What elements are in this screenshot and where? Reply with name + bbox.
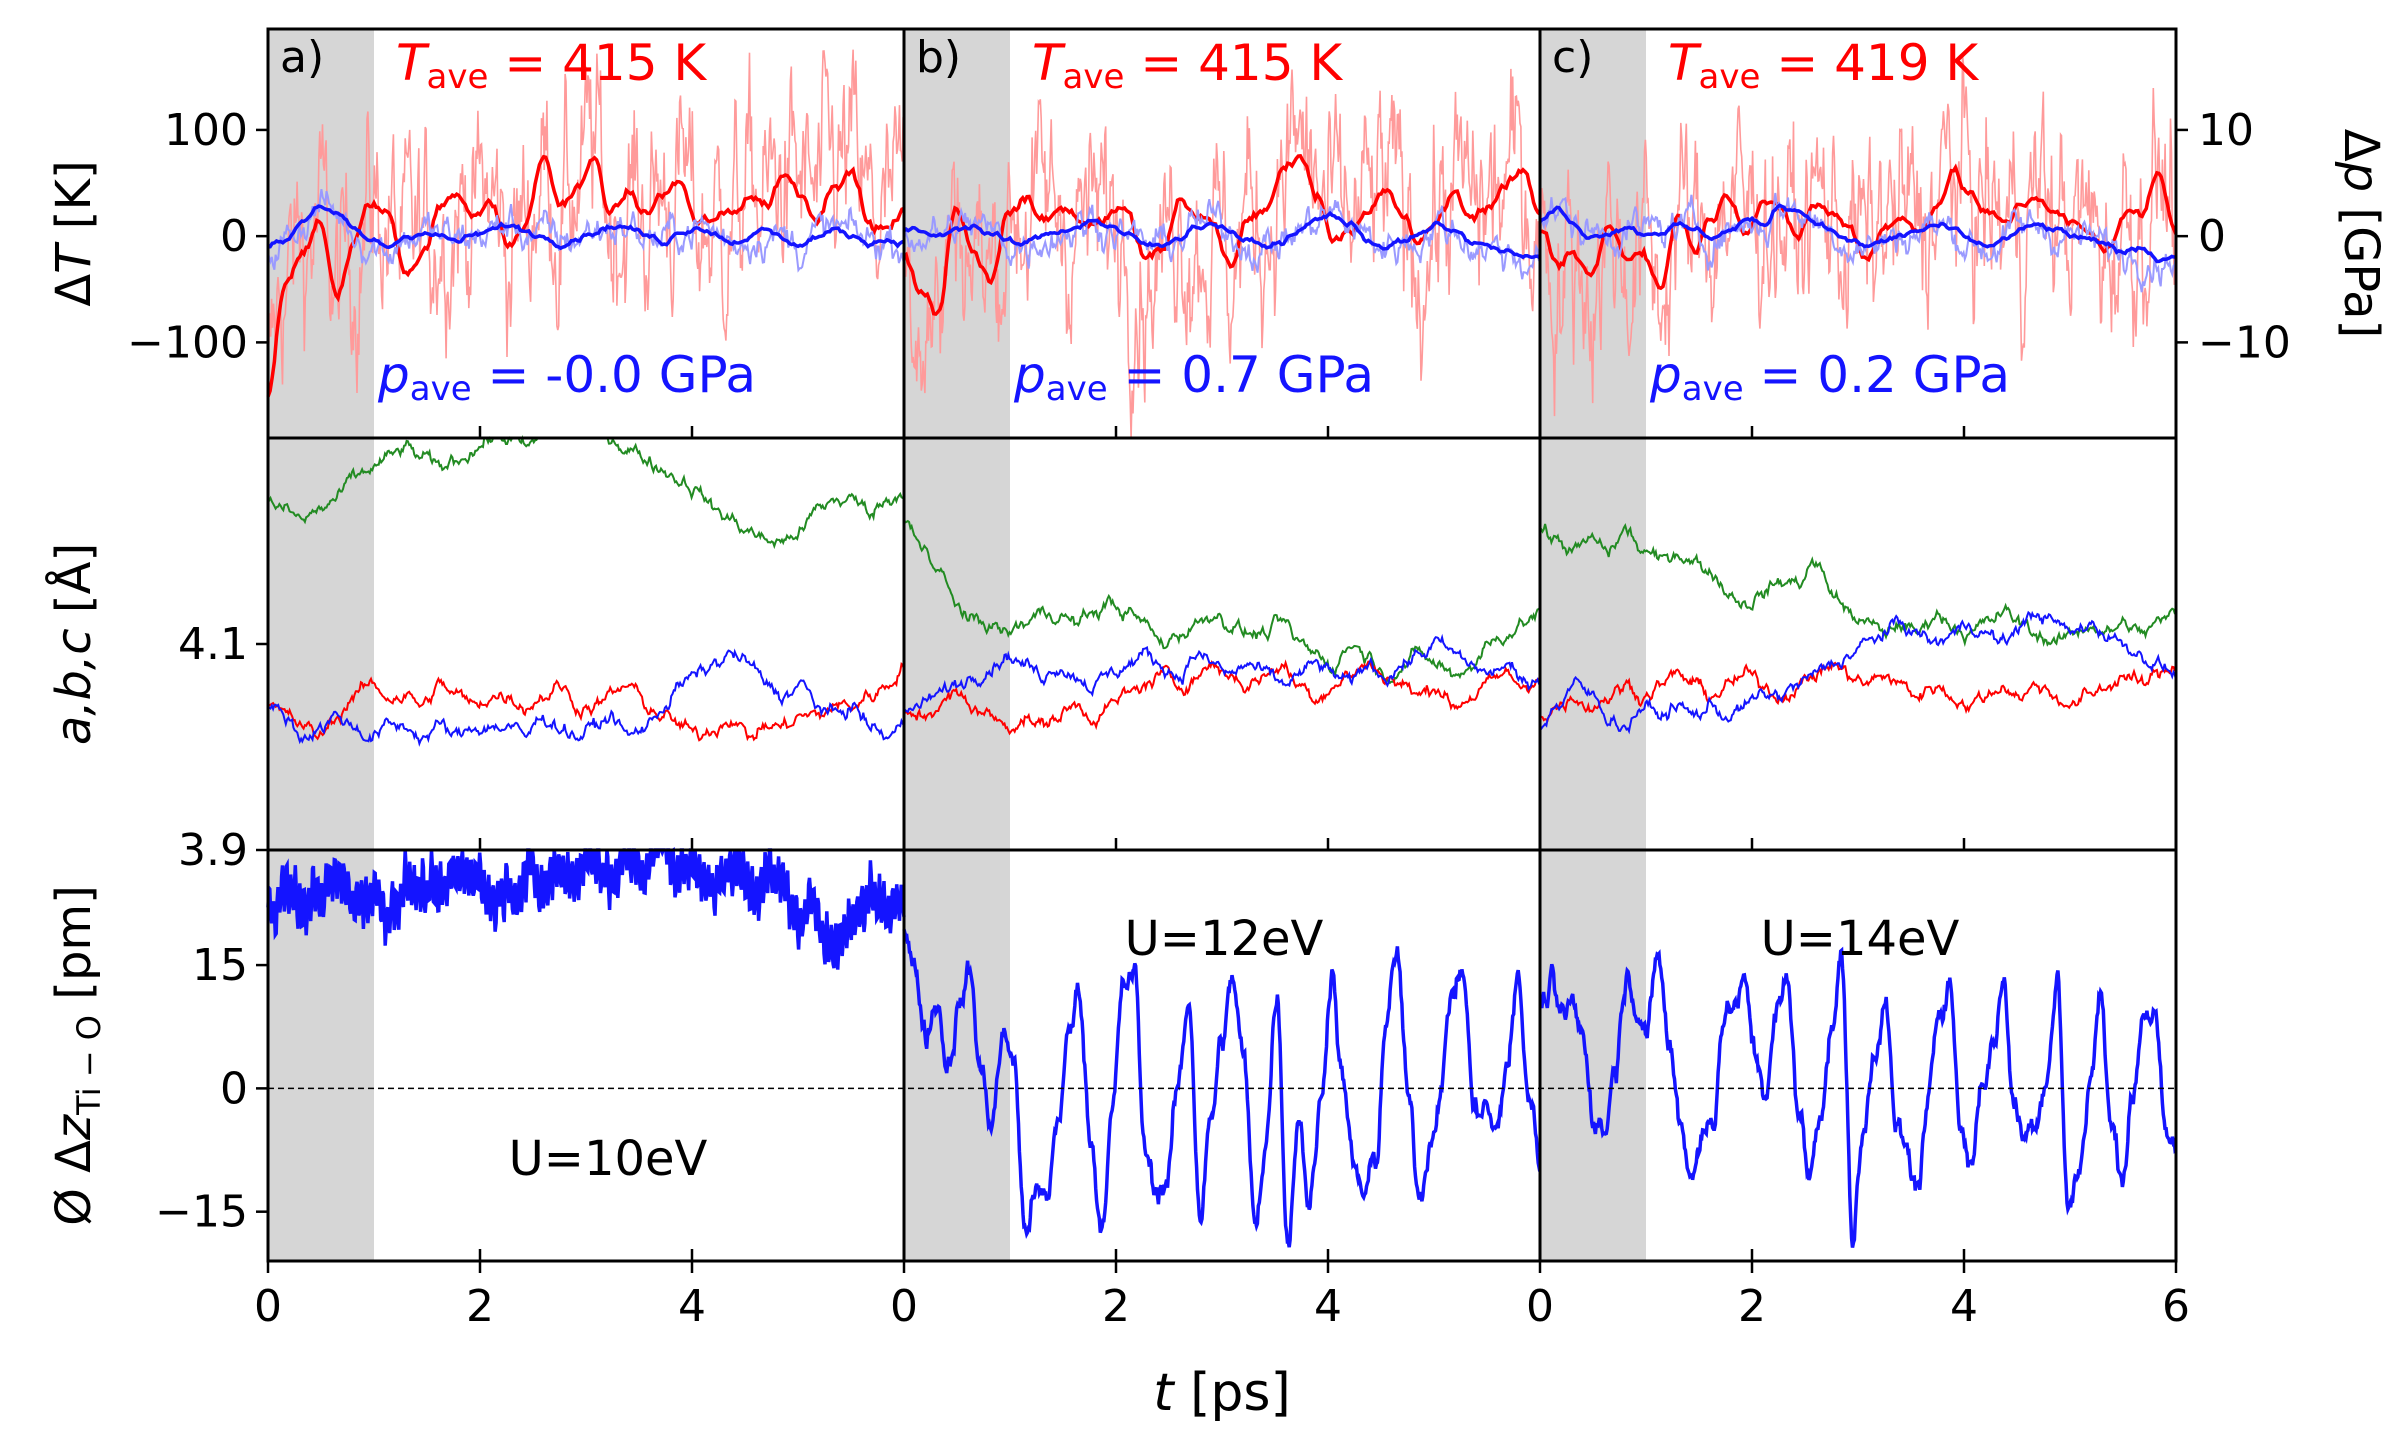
- temperature-raw-line-0: [267, 49, 905, 394]
- panel-tag-2: c): [1552, 32, 1593, 83]
- x-tick-label: 0: [1526, 1281, 1554, 1332]
- U-label-0: U=10eV: [509, 1131, 708, 1187]
- x-axis-label: t [ps]: [1153, 1363, 1291, 1423]
- x-tick-label: 2: [1102, 1281, 1130, 1332]
- y-tick-label-right: 0: [2198, 211, 2226, 262]
- temperature-line-0: [266, 154, 905, 398]
- y-tick-label: 0: [220, 211, 248, 262]
- pressure-line-2: [1538, 203, 2177, 264]
- temperature-line-2: [1539, 163, 2178, 291]
- lattice-b-line-2: [1539, 610, 2177, 735]
- lattice-a-line-0: [267, 662, 905, 742]
- lattice-a-line-2: [1539, 661, 2177, 722]
- y-tick-label: 100: [164, 105, 248, 156]
- pressure-line-0: [267, 204, 905, 251]
- y-tick-label: −15: [155, 1187, 248, 1238]
- pressure-line-1: [902, 210, 1542, 260]
- p-ave-label-1: pave = 0.7 GPa: [1013, 346, 1374, 409]
- x-tick-label: 0: [254, 1281, 282, 1332]
- x-tick-label: 4: [1950, 1281, 1978, 1332]
- y-axis-label-lattice: a,b,c [Å]: [45, 543, 102, 745]
- y-tick-label: 15: [192, 940, 248, 991]
- shaded-region-0: [268, 29, 374, 1261]
- T-ave-label-2: Tave = 419 K: [1668, 34, 1979, 97]
- shaded-region-2: [1540, 29, 1646, 1261]
- y-axis-label-displacement: Ø ΔzTi − O [pm]: [46, 885, 108, 1226]
- x-tick-label: 4: [1314, 1281, 1342, 1332]
- displacement-line-2: [1539, 946, 2178, 1248]
- pressure-raw-line-2: [1539, 192, 2177, 293]
- lattice-c-line-1: [903, 518, 1541, 685]
- panel-tag-1: b): [916, 32, 961, 83]
- panel-frame-2-2: [1538, 848, 2178, 1263]
- y-tick-label-right: 10: [2198, 105, 2254, 156]
- y-tick-label: −100: [127, 317, 248, 368]
- T-ave-label-0: Tave = 415 K: [396, 34, 707, 97]
- displacement-line-1: [902, 928, 1542, 1248]
- U-label-1: U=12eV: [1125, 911, 1324, 967]
- T-ave-label-1: Tave = 415 K: [1032, 34, 1343, 97]
- temperature-raw-line-2: [1539, 54, 2177, 417]
- y-axis-label-temperature: ΔT [K]: [46, 160, 102, 306]
- x-tick-label: 2: [466, 1281, 494, 1332]
- lattice-b-line-1: [903, 633, 1541, 715]
- y-axis-label-pressure: Δp [GPa]: [2333, 129, 2389, 338]
- pressure-raw-line-0: [267, 189, 905, 273]
- lattice-a-line-1: [903, 659, 1541, 736]
- x-tick-label: 2: [1738, 1281, 1766, 1332]
- y-tick-label-right: −10: [2198, 317, 2291, 368]
- U-label-2: U=14eV: [1761, 911, 1960, 967]
- y-tick-label: 3.9: [178, 825, 248, 876]
- x-tick-label: 4: [678, 1281, 706, 1332]
- tick-layer: [256, 128, 2188, 1273]
- x-tick-label: 6: [2162, 1281, 2190, 1332]
- series-layer: [266, 49, 2178, 1248]
- p-ave-label-2: pave = 0.2 GPa: [1649, 346, 2010, 409]
- y-tick-label: 0: [220, 1063, 248, 1114]
- p-ave-label-0: pave = -0.0 GPa: [377, 346, 756, 409]
- lattice-b-line-0: [267, 648, 905, 747]
- x-tick-label: 0: [890, 1281, 918, 1332]
- y-tick-label: 4.1: [178, 619, 248, 670]
- panel-tag-0: a): [280, 32, 324, 83]
- temperature-raw-line-1: [903, 68, 1541, 439]
